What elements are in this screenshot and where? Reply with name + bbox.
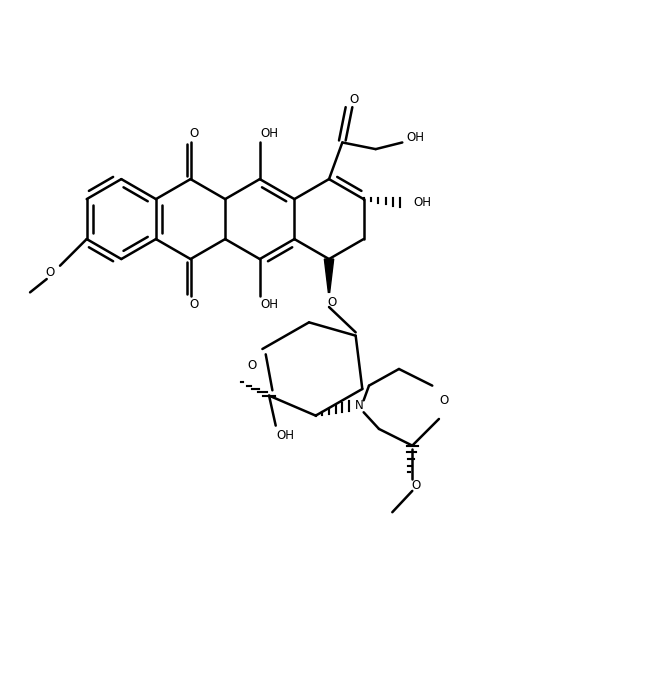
Text: O: O [350, 93, 359, 106]
Polygon shape [324, 259, 334, 292]
Text: OH: OH [413, 196, 432, 209]
Text: OH: OH [261, 298, 279, 311]
Text: OH: OH [407, 131, 425, 144]
Text: N: N [355, 399, 363, 412]
Text: O: O [248, 359, 257, 372]
Text: O: O [45, 266, 55, 279]
Text: OH: OH [277, 429, 295, 442]
Text: O: O [189, 127, 199, 140]
Text: O: O [411, 479, 420, 492]
Text: O: O [189, 298, 199, 311]
Text: O: O [328, 296, 337, 309]
Text: O: O [439, 394, 448, 407]
Text: OH: OH [261, 127, 279, 140]
